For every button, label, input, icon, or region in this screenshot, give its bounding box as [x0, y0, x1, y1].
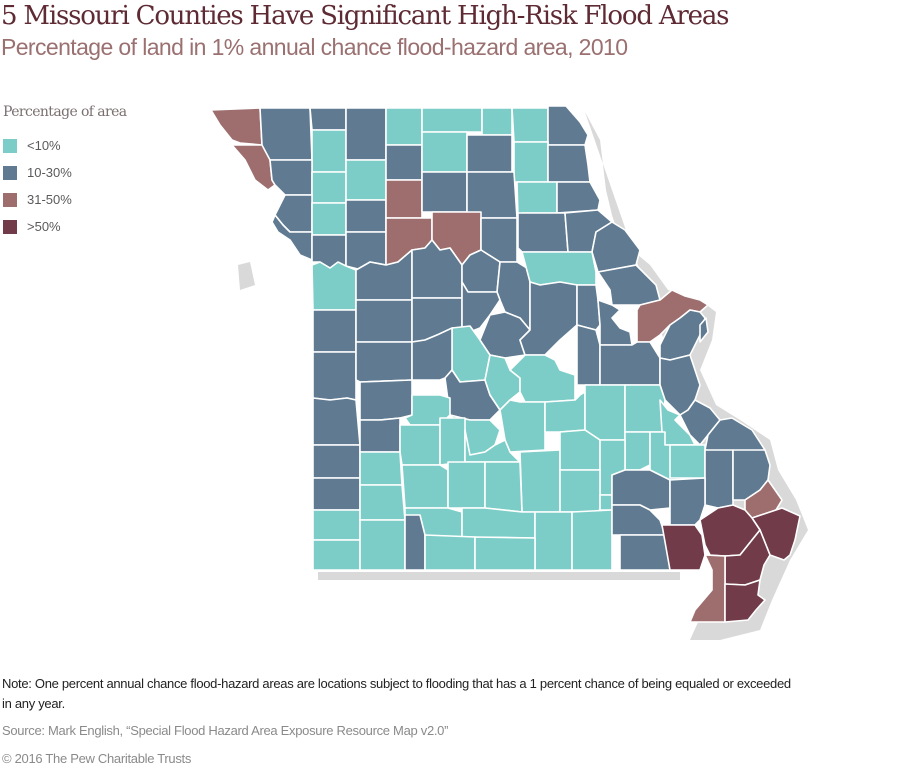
- legend-item-31-50: 31-50%: [3, 186, 127, 213]
- county-scotland: [511, 107, 549, 143]
- county-barton: [312, 444, 361, 479]
- county-andrew: [269, 159, 313, 196]
- county-cass: [312, 309, 357, 353]
- county-dunklin-north: [661, 524, 706, 571]
- county-lawrence: [359, 484, 406, 521]
- county-adair: [466, 134, 513, 173]
- county-audrain: [521, 251, 597, 286]
- legend-label: <10%: [27, 138, 61, 153]
- county-cedar: [359, 417, 401, 453]
- county-bollinger: [704, 449, 734, 509]
- county-stoddard: [669, 477, 706, 526]
- county-newton: [312, 509, 361, 541]
- footnote: Note: One percent annual chance flood-ha…: [2, 676, 791, 711]
- county-dekalb: [311, 171, 347, 204]
- county-ozark: [474, 536, 536, 571]
- county-mcdonald: [312, 539, 361, 571]
- county-crawford: [624, 384, 666, 433]
- county-knox: [513, 141, 549, 183]
- county-nodaway: [259, 107, 313, 161]
- county-greene: [401, 464, 449, 509]
- missouri-county-map: [210, 105, 808, 640]
- legend: Percentage of area <10% 10-30% 31-50% >5…: [3, 104, 127, 240]
- county-oregon: [571, 509, 613, 571]
- county-pike: [591, 221, 641, 273]
- county-dade: [359, 451, 403, 486]
- source-citation: Source: Mark English, “Special Flood Haz…: [2, 723, 449, 738]
- county-vernon: [312, 397, 361, 446]
- county-jackson: [311, 261, 357, 311]
- county-livingston: [385, 179, 423, 219]
- chart-title: 5 Missouri Counties Have Significant Hig…: [1, 1, 729, 31]
- county-mercer: [385, 107, 423, 146]
- county-webster: [447, 461, 486, 509]
- legend-swatch-slate: [3, 165, 17, 180]
- county-clark: [547, 105, 589, 146]
- chart-subtitle: Percentage of land in 1% annual chance f…: [1, 34, 628, 60]
- legend-label: 10-30%: [27, 165, 72, 180]
- legend-swatch-maroon: [3, 219, 17, 234]
- county-bates: [312, 351, 357, 401]
- county-dallas: [439, 417, 466, 466]
- counties: [210, 105, 801, 623]
- county-worth: [309, 107, 347, 131]
- county-texas: [519, 449, 561, 513]
- county-lewis: [547, 144, 591, 183]
- county-henry: [355, 341, 413, 383]
- legend-label: >50%: [27, 219, 61, 234]
- legend-label: 31-50%: [27, 192, 72, 207]
- county-jasper: [312, 477, 361, 511]
- county-dunklin: [689, 554, 726, 623]
- county-st-clair: [359, 379, 413, 421]
- county-shannon: [559, 469, 601, 513]
- county-polk: [399, 424, 441, 466]
- county-daviess: [345, 159, 387, 201]
- county-st-louis: [659, 309, 706, 361]
- county-gentry: [311, 129, 347, 173]
- county-monroe: [517, 212, 569, 253]
- county-macon: [466, 171, 518, 219]
- county-grundy: [385, 144, 423, 181]
- county-stone: [404, 514, 426, 571]
- legend-item-gt50: >50%: [3, 213, 127, 240]
- county-harrison: [345, 107, 387, 161]
- county-schuyler: [481, 107, 513, 136]
- county-iron: [624, 431, 651, 471]
- county-taney: [424, 534, 476, 571]
- county-sullivan: [421, 131, 468, 173]
- county-wayne: [611, 469, 671, 511]
- county-howell: [534, 511, 573, 571]
- county-barry: [359, 519, 406, 571]
- legend-item-lt10: <10%: [3, 132, 127, 159]
- legend-title: Percentage of area: [3, 104, 127, 120]
- legend-item-10-30: 10-30%: [3, 159, 127, 186]
- county-atchison: [210, 107, 263, 146]
- county-warren: [597, 299, 633, 346]
- copyright: © 2016 The Pew Charitable Trusts: [2, 751, 192, 766]
- county-johnson: [355, 299, 413, 343]
- county-callaway: [519, 281, 578, 356]
- county-caldwell: [345, 199, 387, 233]
- county-madison: [669, 444, 706, 479]
- county-gasconade: [576, 324, 601, 386]
- county-st-louis-city: [699, 317, 709, 343]
- legend-swatch-teal: [3, 138, 17, 153]
- county-linn: [421, 171, 468, 213]
- legend-swatch-mauve: [3, 192, 17, 207]
- county-phelps: [584, 384, 626, 441]
- county-osage: [509, 354, 576, 403]
- county-clinton: [311, 202, 347, 236]
- county-douglas: [461, 507, 536, 539]
- county-platte: [271, 214, 313, 261]
- county-marion: [556, 181, 601, 214]
- county-montgomery: [576, 284, 601, 331]
- county-pemiscot: [724, 579, 766, 623]
- county-butler: [619, 534, 671, 571]
- county-wright: [484, 461, 523, 513]
- county-carter: [599, 494, 613, 511]
- county-dent: [559, 429, 601, 471]
- county-franklin: [599, 341, 661, 386]
- county-putnam: [421, 107, 483, 133]
